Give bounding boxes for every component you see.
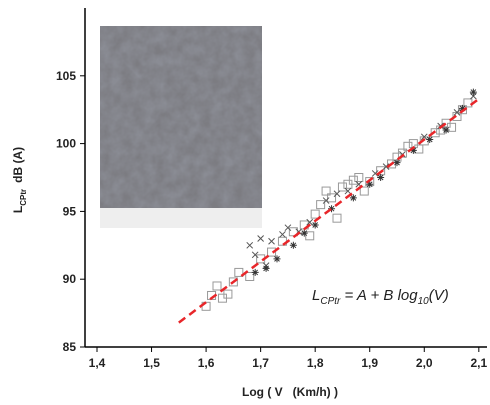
eq-rhs-sub: 10 (418, 296, 430, 307)
eq-rhs: = A + B log (340, 287, 418, 304)
x-tick-label: 1,8 (307, 356, 324, 370)
asterisk-point (289, 241, 297, 249)
square-point (354, 173, 364, 182)
asterisk-point (409, 146, 417, 154)
cross-point (382, 163, 390, 171)
asterisk-point (311, 221, 319, 229)
cross-point (257, 235, 264, 242)
y-tick-label: 100 (56, 137, 76, 151)
eq-tail: (V) (429, 287, 449, 304)
eq-lhs: L (312, 287, 320, 304)
asterisk-point (393, 159, 401, 167)
square-point (447, 122, 457, 132)
square-point (234, 267, 244, 277)
cross-point (306, 218, 314, 226)
x-tick-label: 1,4 (89, 356, 106, 370)
y-label-sub: CPtr (19, 189, 28, 206)
cross-point (333, 190, 341, 198)
square-point (212, 281, 222, 291)
asterisk-point (469, 88, 477, 96)
y-axis-label: LCPtr dB (A) (11, 147, 28, 213)
equation: LCPtr = A + B log10(V) (312, 287, 449, 307)
square-point (332, 213, 342, 223)
y-tick-label: 95 (63, 204, 77, 218)
square-point (327, 193, 337, 203)
square-point (348, 175, 358, 185)
asterisk-point (426, 136, 434, 144)
cross-point (453, 109, 461, 116)
cross-point (344, 187, 352, 195)
y-label-main: L (11, 206, 25, 213)
cross-point (284, 224, 292, 232)
square-point (430, 128, 440, 138)
x-tick-label: 2,1 (470, 356, 487, 370)
y-tick-label: 105 (56, 69, 76, 83)
square-point (321, 186, 331, 196)
square-point (305, 231, 315, 241)
square-point (414, 144, 424, 154)
square-point (316, 200, 326, 210)
asterisk-point (328, 205, 336, 213)
square-point (310, 209, 320, 219)
asterisk-point (366, 180, 374, 188)
asterisk-point (262, 264, 270, 272)
cross-point (371, 170, 379, 177)
cross-point (279, 231, 286, 238)
inset-photo (100, 26, 262, 228)
cross-point (420, 133, 428, 141)
y-tick-label: 90 (63, 272, 77, 286)
x-tick-label: 1,5 (143, 356, 160, 370)
asterisk-point (377, 174, 385, 181)
cross-point (246, 241, 254, 249)
cross-point (268, 237, 275, 245)
regression-line (178, 97, 480, 324)
x-tick-label: 2,0 (416, 356, 433, 370)
y-label-unit: dB (A) (11, 147, 25, 183)
cross-point (251, 251, 259, 259)
square-point (228, 277, 238, 287)
square-point (337, 182, 347, 192)
photo-ruler (100, 208, 262, 228)
asterisk-point (442, 126, 450, 134)
square-point (359, 186, 369, 196)
asterisk-point (273, 255, 281, 263)
asterisk-point (300, 229, 308, 237)
asterisk-point (251, 268, 259, 276)
asterisk-point (349, 194, 357, 202)
x-tick-label: 1,6 (198, 356, 215, 370)
asterisk-point (458, 104, 466, 112)
photo-texture (100, 26, 262, 208)
x-tick-label: 1,7 (252, 356, 269, 370)
y-tick-label: 85 (63, 340, 77, 354)
square-point (223, 289, 233, 299)
eq-lhs-sub: CPtr (320, 296, 341, 307)
square-point (245, 271, 255, 281)
x-tick-label: 1,9 (361, 356, 378, 370)
cross-point (322, 197, 330, 204)
x-axis-label: Log ( V (Km/h) ) (242, 385, 338, 399)
square-point (267, 247, 277, 257)
